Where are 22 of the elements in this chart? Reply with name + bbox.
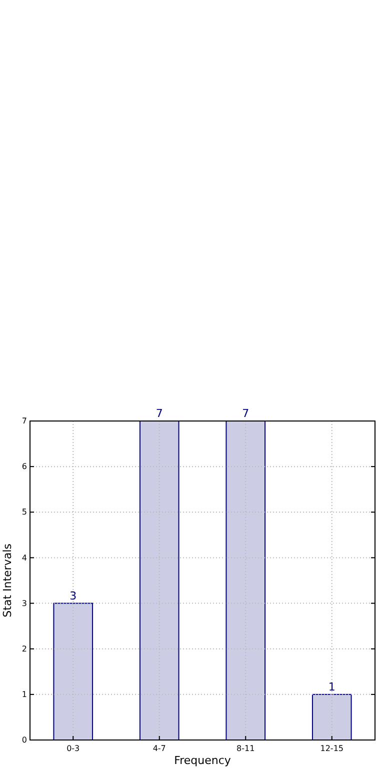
- x-tick-label: 12-15: [320, 744, 344, 753]
- data-label: 1: [328, 680, 336, 694]
- y-axis-title: Stat Intervals: [1, 543, 14, 618]
- bar: [53, 602, 94, 740]
- x-tick-label: 8-11: [236, 744, 255, 753]
- y-tick-label: 1: [22, 690, 27, 699]
- bar: [226, 420, 266, 740]
- x-tick-label: 4-7: [152, 744, 166, 753]
- y-tick-label: 3: [22, 598, 27, 608]
- y-tick-label: 4: [22, 553, 27, 562]
- bar: [312, 694, 352, 740]
- x-tick-label: 0-3: [66, 744, 80, 753]
- y-tick-label: 6: [22, 462, 27, 472]
- bar: [139, 420, 180, 740]
- data-label: 7: [242, 407, 250, 420]
- data-label: 3: [70, 589, 77, 602]
- y-tick-label: 0: [22, 736, 27, 745]
- y-tick-label: 7: [22, 416, 27, 426]
- data-label: 7: [156, 407, 163, 420]
- y-tick-label: 5: [22, 508, 27, 517]
- x-axis-title: Frequency: [174, 754, 232, 767]
- y-tick-label: 2: [22, 644, 27, 654]
